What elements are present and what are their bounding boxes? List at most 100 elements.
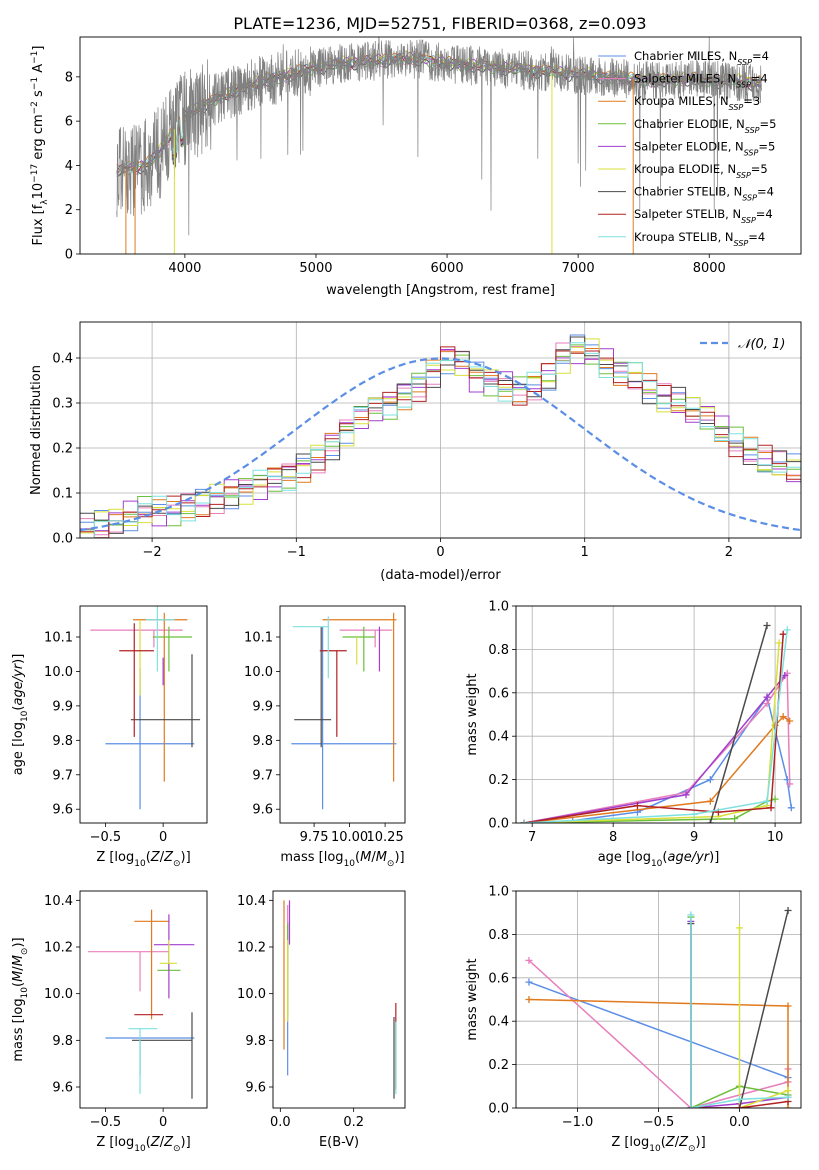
x-axis-label-part: / [675, 1135, 680, 1150]
weight-line-kroupa-elodie [524, 642, 780, 823]
legend-label-gaussian: 𝒩(0, 1) [738, 337, 785, 352]
y-tick-label: 6 [65, 115, 73, 130]
x-axis-label: Z [log10(Z/Z⊙)] [96, 1135, 190, 1154]
weight-marker-chabrier-stelib [784, 907, 792, 915]
panel-age-vs-Z: −0.5 09.69.79.89.910.010.1Z [log10(Z/Z⊙)]… [11, 605, 208, 869]
x-axis-label: (data-model)/error [380, 568, 501, 583]
y-tick-label: 9.6 [245, 1081, 266, 1096]
y-tick-label: 0.2 [52, 442, 73, 457]
panel-mass-vs-Z: −0.5 09.69.810.010.210.4Z [log10(Z/Z⊙)]ma… [11, 890, 208, 1154]
x-axis-label-part: )] [181, 850, 191, 865]
y-axis-label: Flux [fλ10−17 erg cm−2 s−1 A−1] [30, 46, 50, 246]
y-tick-label: 0.2 [488, 773, 509, 788]
x-axis-label-part: ( [355, 850, 360, 865]
panel-weight-vs-Z: −1.0 −0.5 0.00.00.20.40.60.81.0Z [log10(Z/… [465, 885, 802, 1154]
x-tick-label: 9.75 [300, 830, 329, 845]
legend-subscript: SSP [744, 148, 759, 157]
weight-marker-kroupa-stelib [687, 911, 695, 919]
legend-label-salpeter-stelib: Salpeter STELIB, NSSP=4 [634, 207, 773, 225]
weight-marker-kroupa-miles [706, 797, 714, 805]
y-tick-label: 10.1 [244, 631, 273, 646]
legend-subscript: SSP [736, 80, 751, 89]
y-tick-label: 4 [65, 159, 73, 174]
y-axis-label-part: age/yr [11, 662, 26, 705]
x-tick-label: 10.00 [331, 830, 368, 845]
x-axis-label-part: )] [696, 1135, 706, 1150]
y-axis-label-part: A [31, 64, 46, 77]
y-axis-label-part: 10 [20, 710, 30, 722]
x-tick-label: −0.5 [643, 1115, 675, 1130]
weight-marker-kroupa-stelib [735, 1095, 743, 1103]
y-tick-label: 0.4 [488, 730, 509, 745]
weight-marker-chabrier-stelib [706, 819, 714, 823]
x-axis-label: Z [log10(Z/Z⊙)] [96, 850, 190, 869]
x-axis-label-part: M [376, 850, 387, 865]
x-axis-label-part: M [360, 850, 371, 865]
weight-marker-kroupa-miles [525, 996, 533, 1003]
x-axis-label-part: age [log [598, 850, 651, 865]
weight-marker-salpeter-elodie [763, 693, 771, 701]
x-axis-label-part: ⊙ [387, 859, 395, 869]
x-axis-label-part: Z [163, 850, 174, 865]
x-tick-label: −0.5 [90, 1115, 122, 1130]
weight-marker-salpeter-miles [763, 700, 771, 708]
x-tick-label: 0 [436, 545, 444, 560]
axes-frame [79, 890, 208, 1109]
x-tick-label: −2 [143, 545, 162, 560]
y-tick-label: 8 [65, 70, 73, 85]
panel-mass-vs-EBV: 0.0 0.2 9.6 9.8 10.0 10.2 10.4 E(B-V) [237, 890, 406, 1150]
x-axis-label-part: )] [709, 850, 719, 865]
x-tick-label: 0 [159, 830, 167, 845]
legend-subscript: SSP [734, 238, 749, 247]
x-tick-label: −1 [287, 545, 306, 560]
x-axis-label-part: / [160, 850, 165, 865]
y-tick-label: 0.0 [488, 817, 509, 832]
y-tick-label: 10.2 [237, 941, 266, 956]
x-tick-label: 10.25 [367, 830, 404, 845]
y-tick-label: 10.4 [44, 894, 73, 909]
y-axis-label-part: mass [log [11, 998, 26, 1061]
x-tick-label: 7000 [562, 261, 595, 276]
x-axis-label-part: Z [678, 1135, 689, 1150]
legend-text: Salpeter MILES, N [634, 72, 736, 86]
legend-text: Chabrier MILES, N [634, 49, 737, 63]
x-axis-label-part: )] [181, 1135, 191, 1150]
axes-frame [515, 890, 802, 1109]
y-axis-label-part: ] [31, 46, 46, 51]
x-axis-label-part: Z [150, 850, 161, 865]
x-axis-label-part: Z [163, 1135, 174, 1150]
legend-text: =4 [751, 72, 768, 86]
y-axis-label-part: −1 [30, 51, 40, 64]
y-axis-label-part: ( [11, 982, 26, 987]
weight-marker-salpeter-stelib [767, 804, 775, 812]
x-tick-label: 0.2 [343, 1115, 364, 1130]
y-tick-label: 9.7 [252, 768, 273, 783]
x-tick-label: 8000 [693, 261, 726, 276]
legend-label-chabrier-elodie: Chabrier ELODIE, NSSP=5 [634, 117, 776, 135]
legend-label-salpeter-elodie: Salpeter ELODIE, NSSP=5 [634, 139, 775, 157]
weight-marker-kroupa-miles [784, 1002, 792, 1010]
figure-title: PLATE=1236, MJD=52751, FIBERID=0368, z=0… [233, 14, 646, 33]
x-tick-label: 2 [725, 545, 733, 560]
weight-marker-chabrier-stelib [763, 622, 771, 630]
weight-line-chabrier-miles [528, 981, 789, 1079]
weight-marker-chabrier-miles [525, 978, 533, 986]
plot-area-age-vs-Z [90, 606, 201, 810]
legend-text: =4 [757, 185, 774, 199]
histogram-kroupa-stelib [80, 342, 801, 538]
legend-text: =4 [756, 207, 773, 221]
y-tick-label: 9.8 [245, 1034, 266, 1049]
x-axis-label-part: ( [146, 850, 151, 865]
axes-frame [79, 36, 802, 255]
x-axis-label: wavelength [Angstrom, rest frame] [326, 283, 555, 298]
x-axis-label-part: Z [log [96, 1135, 134, 1150]
x-axis-label-part: ⊙ [688, 1144, 696, 1154]
weight-line-salpeter-stelib [690, 1100, 789, 1108]
plot-area-weight-vs-age [520, 622, 795, 823]
y-tick-label: 1.0 [488, 885, 509, 900]
legend-text: Kroupa STELIB, N [634, 230, 734, 244]
y-tick-label: 0.6 [488, 971, 509, 986]
legend-subscript: SSP [742, 193, 757, 202]
x-axis-label-part: Z [log [611, 1135, 649, 1150]
